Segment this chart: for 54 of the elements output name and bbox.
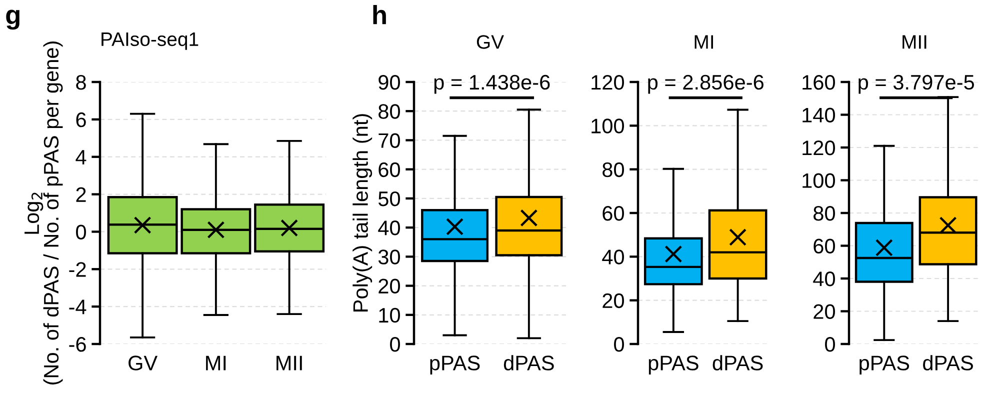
y-tick-label: 0 bbox=[390, 337, 400, 352]
x-tick-label: MI bbox=[206, 356, 226, 370]
text: h bbox=[373, 5, 386, 24]
y-tick-label: 90 bbox=[378, 75, 400, 90]
x-tick-label: pPAS bbox=[648, 356, 698, 375]
y-tick-label: 80 bbox=[602, 162, 624, 178]
x-tick-label: dPAS bbox=[923, 355, 973, 370]
chart-title: MII bbox=[902, 35, 926, 49]
x-tick-label: pPAS bbox=[430, 356, 480, 375]
y-tick-label: 30 bbox=[378, 250, 400, 264]
y-tick-label: 10 bbox=[379, 308, 400, 323]
x-tick-label: pPAS bbox=[860, 356, 910, 375]
y-tick-label: 60 bbox=[602, 206, 624, 221]
y-axis-title: Log$_{2}$ (No. of dPAS / No. of pPAS per gene) bbox=[24, 42, 63, 384]
y-tick-label: -6 bbox=[69, 337, 86, 352]
y-tick-label: 40 bbox=[602, 250, 624, 264]
annotation: p = 1.438e-6 bbox=[434, 74, 550, 94]
y-tick-label: 20 bbox=[602, 293, 624, 308]
chart-title: GV bbox=[476, 35, 504, 49]
y-tick-label: 100 bbox=[592, 118, 624, 134]
y-tick-label: 120 bbox=[592, 75, 624, 90]
chart-title: PAIso-seq1 bbox=[102, 32, 198, 50]
annotation: p = 2.856e-6 bbox=[648, 74, 764, 94]
x-tick-label: dPAS bbox=[712, 355, 763, 370]
y-tick-label: 2 bbox=[76, 187, 86, 202]
annotation: p = 3.797e-5 bbox=[858, 74, 974, 94]
y-tick-label: 120 bbox=[802, 140, 835, 156]
y-tick-label: 100 bbox=[802, 173, 835, 188]
text: g bbox=[6, 10, 20, 30]
y-tick-label: 20 bbox=[378, 278, 400, 294]
y-tick-label: 140 bbox=[802, 108, 835, 123]
x-tick-label: MII bbox=[276, 356, 302, 370]
y-tick-label: 80 bbox=[378, 104, 400, 119]
y-tick-label: 50 bbox=[378, 191, 400, 206]
y-tick-label: 0 bbox=[76, 224, 86, 240]
y-tick-label: 70 bbox=[378, 133, 400, 148]
y-tick-label: 8 bbox=[76, 75, 86, 90]
x-tick-label: dPAS bbox=[504, 355, 554, 370]
x-tick-label: GV bbox=[128, 356, 158, 370]
y-tick-label: 160 bbox=[802, 75, 835, 90]
y-tick-label: 6 bbox=[76, 112, 86, 128]
y-tick-label: 20 bbox=[814, 304, 835, 320]
y-tick-label: 0 bbox=[614, 337, 624, 352]
y-axis-title: Poly(A) tail length (nt) bbox=[352, 114, 372, 312]
y-tick-label: -4 bbox=[69, 300, 86, 314]
y-tick-label: 40 bbox=[378, 220, 400, 236]
y-tick-label: 60 bbox=[378, 162, 400, 178]
y-tick-label: 40 bbox=[813, 272, 835, 286]
chart-title: MI bbox=[694, 35, 714, 49]
y-tick-label: -2 bbox=[69, 262, 86, 277]
y-tick-label: 0 bbox=[825, 337, 835, 352]
y-tick-label: 4 bbox=[76, 150, 86, 164]
y-tick-label: 60 bbox=[814, 238, 835, 254]
y-tick-label: 80 bbox=[814, 206, 835, 221]
